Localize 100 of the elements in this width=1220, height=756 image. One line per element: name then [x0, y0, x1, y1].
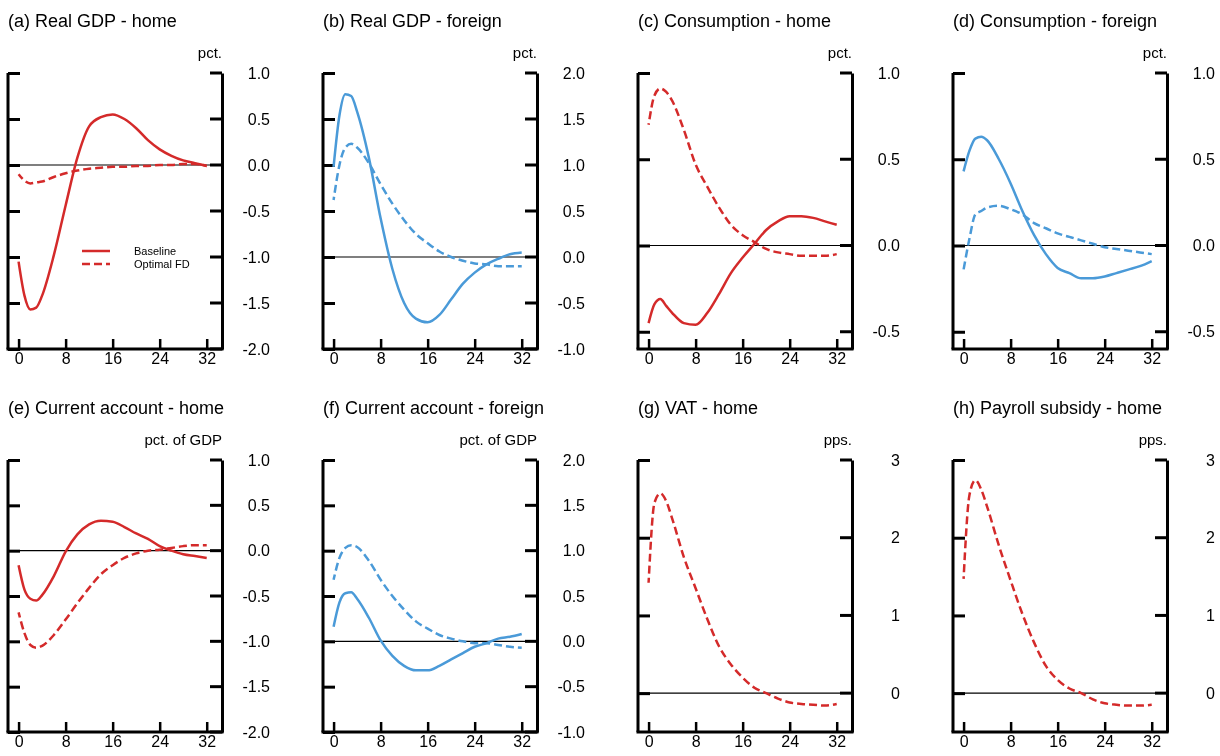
y-tick-label: 1.0	[562, 156, 586, 174]
x-tick-label: 8	[1006, 350, 1016, 368]
y-tick-label: 0.0	[562, 632, 586, 650]
y-tick-label: 3	[891, 451, 901, 469]
y-tick-label: 2	[891, 529, 901, 547]
x-tick-label: 24	[466, 733, 485, 751]
y-tick-label: 0.5	[877, 150, 901, 168]
y-axis-title: pct.	[197, 44, 222, 61]
x-tick-label: 8	[376, 733, 386, 751]
y-tick-label: 2	[1206, 529, 1216, 547]
y-tick-label: 1.0	[247, 451, 271, 469]
x-tick-label: 16	[734, 350, 753, 368]
x-tick-label: 0	[644, 733, 654, 751]
y-tick-label: 0.0	[1192, 237, 1216, 255]
chart-title: (f) Current account - foreign	[323, 398, 545, 418]
y-tick-label: 1	[891, 607, 901, 625]
x-tick-label: 32	[513, 733, 532, 751]
chart-title: (d) Consumption - foreign	[953, 11, 1158, 31]
y-tick-label: 0.0	[247, 542, 271, 560]
y-tick-label: -0.5	[557, 678, 586, 696]
x-tick-label: 24	[151, 733, 170, 751]
chart-title: (a) Real GDP - home	[8, 11, 177, 31]
x-tick-label: 0	[14, 733, 24, 751]
x-tick-label: 8	[691, 350, 701, 368]
y-tick-label: 1.0	[247, 64, 271, 82]
y-tick-label: 0.5	[247, 496, 271, 514]
y-axis-title: pps.	[823, 431, 852, 448]
y-axis-title: pct.	[827, 44, 852, 61]
x-tick-label: 24	[781, 733, 800, 751]
x-tick-label: 32	[513, 350, 532, 368]
x-tick-label: 32	[198, 733, 217, 751]
y-tick-label: 1.5	[562, 110, 586, 128]
y-tick-label: -1.5	[242, 678, 271, 696]
x-tick-label: 32	[198, 350, 217, 368]
y-tick-label: -2.0	[242, 723, 271, 741]
y-tick-label: -0.5	[242, 202, 271, 220]
y-tick-label: -0.5	[242, 587, 271, 605]
y-axis-title: pct.	[512, 44, 537, 61]
y-tick-label: 3	[1206, 451, 1216, 469]
x-tick-label: 24	[781, 350, 800, 368]
y-tick-label: 0.5	[1192, 150, 1216, 168]
x-tick-label: 16	[419, 350, 438, 368]
chart-title: (h) Payroll subsidy - home	[953, 398, 1163, 418]
legend-label: Optimal FD	[134, 258, 190, 270]
chart-title: (e) Current account - home	[8, 398, 225, 418]
y-tick-label: -0.5	[1187, 323, 1216, 341]
y-axis-title: pct. of GDP	[459, 431, 537, 448]
x-tick-label: 0	[644, 350, 654, 368]
y-tick-label: 0.0	[562, 248, 586, 266]
x-tick-label: 16	[1049, 350, 1068, 368]
y-tick-label: 1.0	[1192, 64, 1216, 82]
y-tick-label: -0.5	[872, 323, 901, 341]
y-axis-title: pct. of GDP	[144, 431, 222, 448]
y-tick-label: -1.0	[242, 248, 271, 266]
y-tick-label: 1.0	[877, 64, 901, 82]
line-series	[332, 92, 523, 324]
y-tick-label: 1	[1206, 607, 1216, 625]
x-tick-label: 32	[828, 733, 847, 751]
x-tick-label: 16	[104, 350, 123, 368]
x-tick-label: 24	[1096, 733, 1115, 751]
y-tick-label: -1.0	[557, 340, 586, 358]
chart-title: (c) Consumption - home	[638, 11, 832, 31]
x-tick-label: 16	[419, 733, 438, 751]
x-tick-label: 8	[61, 733, 71, 751]
x-tick-label: 0	[14, 350, 24, 368]
y-tick-label: -1.0	[557, 723, 586, 741]
x-tick-label: 24	[1096, 350, 1115, 368]
x-tick-label: 8	[61, 350, 71, 368]
y-tick-label: 0	[1206, 684, 1216, 702]
y-tick-label: 2.0	[562, 451, 586, 469]
y-tick-label: -1.0	[242, 632, 271, 650]
line-series	[962, 478, 1153, 707]
x-tick-label: 32	[828, 350, 847, 368]
chart-title: (b) Real GDP - foreign	[323, 11, 502, 31]
x-tick-label: 0	[959, 350, 969, 368]
x-tick-label: 0	[329, 733, 339, 751]
y-tick-label: 2.0	[562, 64, 586, 82]
x-tick-label: 8	[691, 733, 701, 751]
x-tick-label: 16	[734, 733, 753, 751]
y-tick-label: 1.5	[562, 496, 586, 514]
y-tick-label: -0.5	[557, 294, 586, 312]
y-axis-title: pps.	[1138, 431, 1167, 448]
line-series	[962, 135, 1153, 280]
x-tick-label: 24	[466, 350, 485, 368]
x-tick-label: 16	[1049, 733, 1068, 751]
y-axis-title: pct.	[1142, 44, 1167, 61]
x-tick-label: 32	[1143, 733, 1162, 751]
x-tick-label: 32	[1143, 350, 1162, 368]
y-tick-label: 0	[891, 684, 901, 702]
x-tick-label: 0	[959, 733, 969, 751]
y-tick-label: 0.0	[877, 237, 901, 255]
y-tick-label: 1.0	[562, 542, 586, 560]
y-tick-label: -1.5	[242, 294, 271, 312]
y-tick-label: 0.5	[562, 587, 586, 605]
x-tick-label: 8	[1006, 733, 1016, 751]
x-tick-label: 24	[151, 350, 170, 368]
y-tick-label: 0.5	[247, 110, 271, 128]
x-tick-label: 8	[376, 350, 386, 368]
line-series	[647, 492, 838, 707]
y-tick-label: 0.0	[247, 156, 271, 174]
